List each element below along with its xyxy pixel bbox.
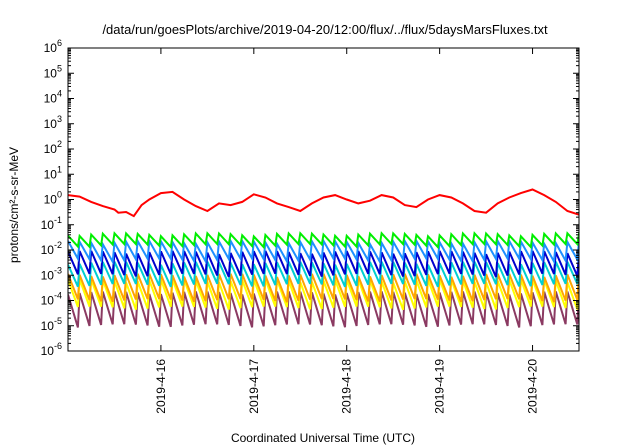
x-axis: 2019-4-16 2019-4-17 2019-4-18 2019-4-19 2019… bbox=[154, 48, 540, 414]
series-line bbox=[68, 231, 579, 250]
y-tick-label: 101 bbox=[44, 164, 62, 181]
series-line bbox=[68, 237, 579, 266]
y-tick-label: 104 bbox=[44, 89, 62, 106]
y-tick-label: 106 bbox=[44, 38, 62, 55]
y-tick-label: 10-4 bbox=[41, 291, 62, 308]
y-tick-label: 10-1 bbox=[41, 215, 62, 232]
x-tick-label: 2019-4-18 bbox=[340, 359, 354, 414]
y-tick-label: 100 bbox=[44, 190, 62, 207]
y-tick-label: 10-6 bbox=[41, 341, 62, 358]
y-tick-label: 105 bbox=[44, 63, 62, 80]
y-tick-label: 10-2 bbox=[41, 240, 62, 257]
x-tick-label: 2019-4-17 bbox=[247, 359, 261, 414]
x-tick-label: 2019-4-16 bbox=[154, 359, 168, 414]
y-tick-label: 103 bbox=[44, 114, 62, 131]
x-axis-label: Coordinated Universal Time (UTC) bbox=[231, 431, 415, 445]
y-axis: 10-6 10-5 10-4 10-3 10-2 10-1 100 101 102 103 104 1… bbox=[41, 38, 579, 358]
plot-area bbox=[68, 188, 579, 328]
y-tick-label: 10-3 bbox=[41, 265, 62, 282]
x-tick-label: 2019-4-19 bbox=[433, 359, 447, 414]
y-tick-label: 10-5 bbox=[41, 316, 62, 333]
y-axis-label: protons/cm²-s-sr-MeV bbox=[7, 147, 21, 263]
chart-title: /data/run/goesPlots/archive/2019-04-20/1… bbox=[102, 22, 548, 37]
y-tick-label: 102 bbox=[44, 139, 62, 156]
series-line bbox=[68, 250, 579, 278]
series-line-red bbox=[68, 188, 579, 218]
x-tick-label: 2019-4-20 bbox=[526, 359, 540, 414]
